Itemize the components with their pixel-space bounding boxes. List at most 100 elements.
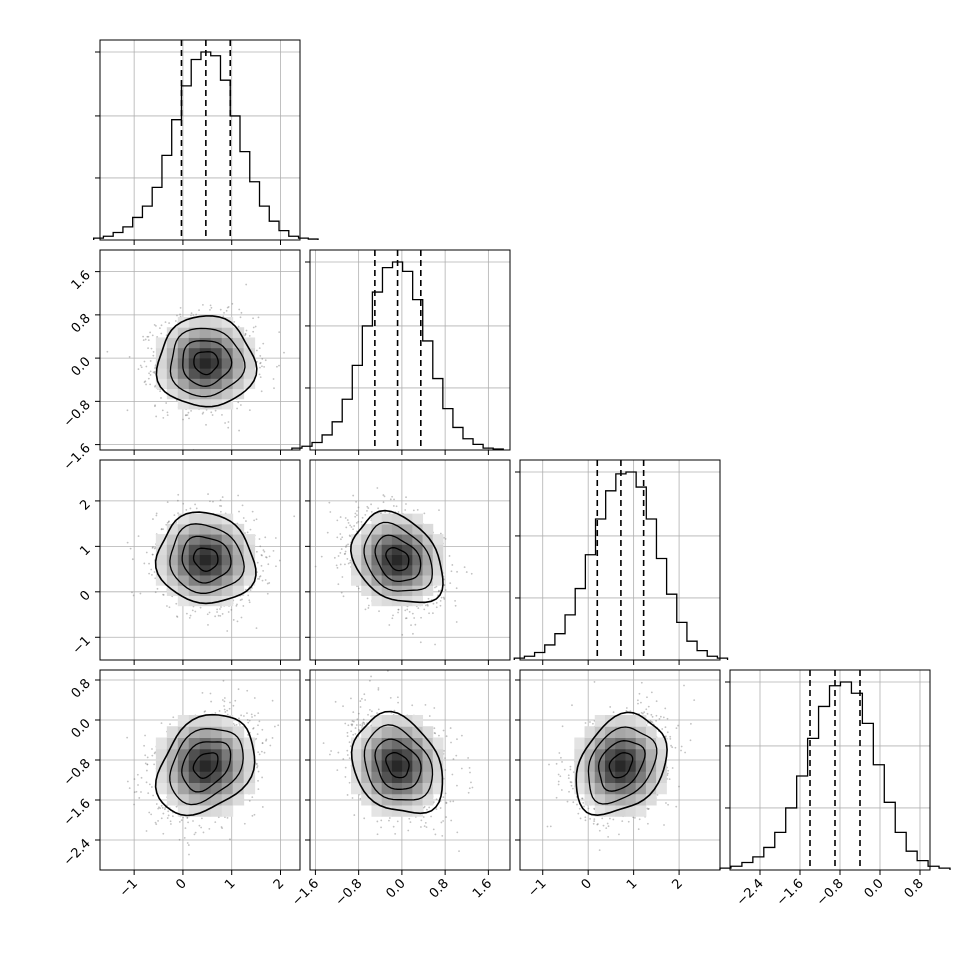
- scatter-point: [242, 517, 245, 519]
- scatter-point: [341, 576, 344, 578]
- scatter-point: [150, 813, 153, 816]
- scatter-point: [549, 825, 552, 828]
- density-cell: [221, 595, 234, 607]
- scatter-point: [249, 589, 252, 591]
- scatter-point: [217, 816, 220, 819]
- density-cell: [391, 554, 403, 566]
- scatter-point: [219, 510, 222, 513]
- scatter-point: [162, 812, 165, 815]
- scatter-point: [261, 728, 264, 731]
- density-cell: [371, 793, 383, 806]
- scatter-point: [359, 724, 362, 726]
- density-cell: [221, 357, 234, 369]
- scatter-point: [572, 801, 575, 804]
- scatter-point: [346, 558, 349, 560]
- x-tick-label: −2.4: [734, 876, 767, 909]
- scatter-point: [643, 711, 646, 714]
- scatter-point: [261, 742, 264, 745]
- scatter-point: [448, 555, 451, 557]
- scatter-point: [255, 763, 258, 766]
- scatter-point: [355, 724, 358, 726]
- scatter-point: [612, 818, 615, 821]
- scatter-point: [391, 617, 394, 620]
- histogram-frame: [729, 669, 931, 871]
- density-cell: [615, 726, 626, 738]
- density-cell: [166, 378, 179, 390]
- scatter-point: [593, 681, 596, 683]
- scatter-point: [339, 533, 342, 535]
- scatter-point: [655, 719, 657, 722]
- density-cell: [199, 585, 212, 596]
- scatter-point: [221, 496, 224, 498]
- x-tick-label: −1: [117, 876, 141, 900]
- scatter-point: [609, 706, 612, 708]
- density-cell: [166, 523, 179, 535]
- scatter-point: [200, 817, 203, 820]
- scatter-point: [336, 519, 339, 522]
- scatter-point: [427, 604, 429, 607]
- scatter-point: [433, 727, 436, 730]
- density-cell: [199, 554, 212, 566]
- scatter-point: [238, 510, 240, 513]
- density-cell: [412, 726, 424, 738]
- density-cell: [188, 715, 201, 727]
- scatter-point: [357, 587, 360, 590]
- density-cell: [210, 357, 223, 369]
- scatter-point: [186, 817, 189, 819]
- density-cell: [221, 585, 234, 596]
- density-cell: [210, 327, 223, 338]
- density-cell: [166, 575, 179, 586]
- scatter-point: [351, 720, 354, 722]
- scatter-point: [411, 704, 414, 707]
- density-cells: [351, 715, 444, 817]
- scatter-point: [361, 724, 364, 727]
- density-cell: [625, 805, 637, 817]
- scatter-point: [560, 756, 562, 759]
- scatter-point: [273, 725, 276, 728]
- density-cell: [199, 523, 212, 535]
- scatter-point: [216, 608, 219, 611]
- scatter-point: [607, 825, 610, 828]
- scatter-point: [209, 304, 212, 307]
- scatter-point: [661, 728, 664, 730]
- scatter-point: [449, 727, 452, 729]
- density-panel-2-3: −1 0 1 2: [515, 669, 721, 900]
- scatter-point: [177, 493, 180, 496]
- scatter-point: [380, 826, 382, 829]
- scatter-point: [149, 331, 152, 334]
- density-cell: [361, 748, 372, 761]
- density-cell: [199, 737, 212, 750]
- density-cell: [645, 771, 657, 783]
- scatter-point: [151, 573, 153, 576]
- scatter-point: [185, 414, 188, 417]
- scatter-point: [636, 699, 639, 702]
- density-cell: [381, 595, 393, 607]
- scatter-point: [431, 612, 434, 615]
- scatter-point: [693, 699, 696, 702]
- scatter-point: [201, 412, 204, 415]
- y-tick-label: −1: [70, 633, 94, 657]
- scatter-point: [278, 364, 280, 367]
- scatter-point: [153, 323, 156, 326]
- scatter-point: [329, 753, 331, 756]
- scatter-point: [106, 350, 109, 353]
- density-cell: [422, 726, 434, 738]
- scatter-point: [438, 509, 440, 512]
- scatter-point: [232, 704, 235, 707]
- x-tick-label: −0.8: [333, 876, 366, 909]
- y-tick-label: 0.0: [69, 354, 94, 379]
- scatter-point: [420, 826, 422, 828]
- scatter-point: [328, 501, 331, 504]
- scatter-point: [253, 697, 256, 699]
- density-cell: [574, 782, 586, 795]
- scatter-point: [449, 582, 452, 585]
- density-cell: [402, 564, 413, 576]
- scatter-point: [357, 712, 360, 715]
- density-cell: [422, 564, 434, 576]
- scatter-point: [224, 711, 227, 713]
- x-tick-label: −0.8: [814, 876, 847, 909]
- density-cell: [625, 737, 637, 750]
- scatter-point: [456, 738, 458, 741]
- scatter-point: [394, 832, 397, 835]
